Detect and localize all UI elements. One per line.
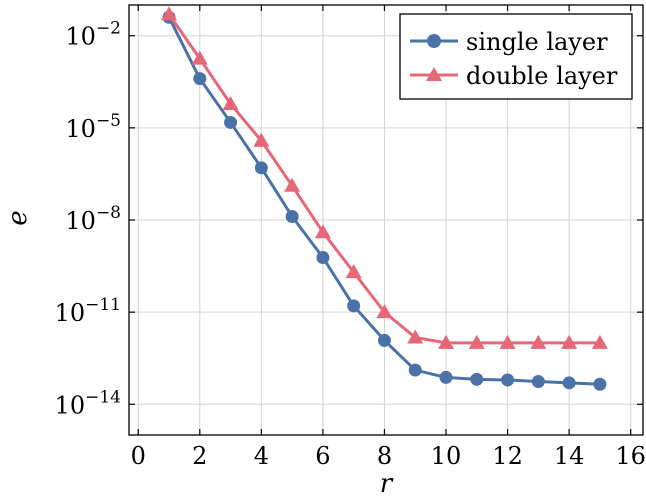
data-point [193, 72, 207, 86]
data-point [222, 95, 239, 110]
y-tick-exponent: −5 [96, 111, 121, 131]
data-point [377, 333, 391, 347]
data-point [408, 363, 422, 377]
data-point [376, 304, 393, 319]
data-point [530, 334, 547, 349]
data-point [591, 334, 608, 349]
data-point [501, 373, 515, 387]
legend-box [399, 13, 633, 100]
x-tick-label: 8 [377, 442, 392, 470]
legend-marker-single [427, 34, 441, 48]
y-tick-mantissa: 10 [65, 207, 96, 235]
y-tick-label: 10−14 [55, 387, 121, 419]
x-tick-label: 14 [554, 442, 585, 470]
legend-label-single: single layer [466, 28, 608, 56]
y-tick-exponent: −8 [96, 203, 121, 223]
y-tick-mantissa: 10 [55, 391, 86, 419]
data-point [254, 161, 268, 175]
data-point [438, 334, 455, 349]
data-point [468, 334, 485, 349]
legend-label-double: double layer [466, 62, 618, 90]
data-point [191, 50, 208, 65]
legend-marker-double [426, 67, 442, 81]
data-point [314, 224, 331, 239]
series-layer [161, 6, 608, 391]
series-double-layer [161, 6, 608, 349]
data-point [470, 372, 484, 386]
y-tick-label: 10−2 [65, 19, 121, 51]
legend: single layer double layer [399, 13, 633, 100]
y-tick-mantissa: 10 [65, 115, 96, 143]
data-point [347, 299, 361, 313]
y-tick-exponent: −2 [96, 19, 121, 39]
data-point [531, 375, 545, 389]
y-tick-label: 10−5 [65, 111, 121, 143]
data-point [439, 370, 453, 384]
y-tick-label: 10−11 [55, 295, 121, 327]
data-point [562, 376, 576, 390]
data-point [407, 329, 424, 344]
x-tick-labels: 0 2 4 6 8 10 12 14 16 [131, 442, 646, 470]
data-point [284, 177, 301, 192]
data-point [499, 334, 516, 349]
y-tick-mantissa: 10 [55, 299, 86, 327]
x-tick-label: 2 [192, 442, 207, 470]
data-point [285, 210, 299, 224]
data-point [224, 115, 238, 129]
x-axis-title: r [380, 469, 394, 497]
x-tick-label: 16 [615, 442, 646, 470]
x-tick-label: 12 [492, 442, 523, 470]
data-point [561, 334, 578, 349]
data-point [345, 264, 362, 279]
y-axis-title: e [3, 210, 33, 225]
x-tick-label: 10 [431, 442, 462, 470]
x-tick-label: 4 [254, 442, 269, 470]
data-point [593, 377, 607, 391]
data-point [161, 6, 178, 21]
x-tick-label: 6 [315, 442, 330, 470]
data-point [316, 251, 330, 265]
y-tick-label: 10−8 [65, 203, 121, 235]
y-tick-exponent: −14 [85, 387, 121, 407]
data-point [253, 132, 270, 147]
x-tick-label: 0 [131, 442, 146, 470]
axis-ticks [129, 5, 643, 435]
y-tick-mantissa: 10 [65, 23, 96, 51]
y-tick-exponent: −11 [85, 295, 121, 315]
